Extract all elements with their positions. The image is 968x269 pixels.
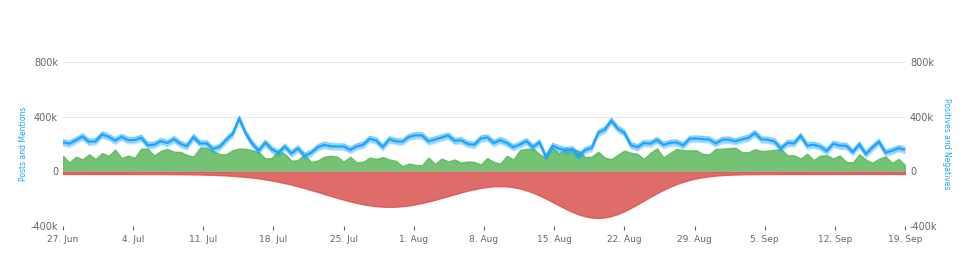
Y-axis label: Posts and Mentions: Posts and Mentions [18, 107, 28, 181]
Y-axis label: Positives and Negatives: Positives and Negatives [942, 98, 952, 190]
Text: Overall Streaming Mentions in The Past 3: Overall Streaming Mentions in The Past 3 [18, 27, 363, 41]
